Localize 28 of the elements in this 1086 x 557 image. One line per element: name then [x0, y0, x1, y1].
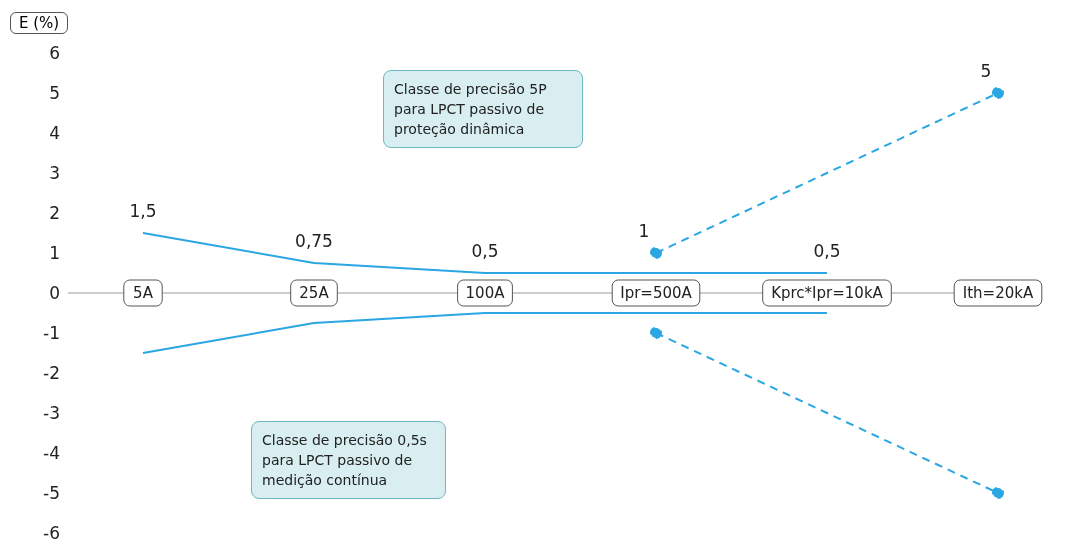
x-tick-label: Ipr=500A — [620, 284, 693, 302]
y-tick-label: 0 — [49, 283, 60, 304]
y-tick-label: -2 — [43, 363, 60, 384]
y-tick-label: 2 — [49, 203, 60, 224]
data-label: 1 — [638, 221, 650, 241]
x-tick-label: 100A — [465, 284, 506, 302]
y-tick-label: -6 — [43, 523, 60, 544]
data-label: 0,5 — [471, 241, 499, 261]
x-tick-label: Kprc*Ipr=10kA — [771, 284, 884, 302]
x-tick-label: 25A — [299, 284, 330, 302]
data-label: 1,5 — [129, 201, 157, 221]
callout-box: Classe de precisão 0,5s para LPCT passivo de medição contínua — [251, 421, 446, 499]
y-tick-label: 6 — [49, 43, 60, 64]
y-tick-label: 5 — [49, 83, 60, 104]
y-tick-label: 4 — [49, 123, 60, 144]
data-label: 0,5 — [813, 241, 841, 261]
y-tick-label: 3 — [49, 163, 60, 184]
data-label: 0,75 — [295, 231, 333, 251]
x-tick-label: 5A — [133, 284, 154, 302]
y-axis-title: E (%) — [10, 12, 69, 34]
x-tick-label: Ith=20kA — [962, 284, 1034, 302]
data-label: 5 — [980, 61, 992, 81]
y-tick-label: -3 — [43, 403, 60, 424]
callout-box: Classe de precisão 5P para LPCT passivo de proteção dinâmica — [383, 70, 583, 148]
y-tick-label: -1 — [43, 323, 60, 344]
y-tick-label: 1 — [49, 243, 60, 264]
y-tick-label: -4 — [43, 443, 60, 464]
y-tick-label: -5 — [43, 483, 60, 504]
